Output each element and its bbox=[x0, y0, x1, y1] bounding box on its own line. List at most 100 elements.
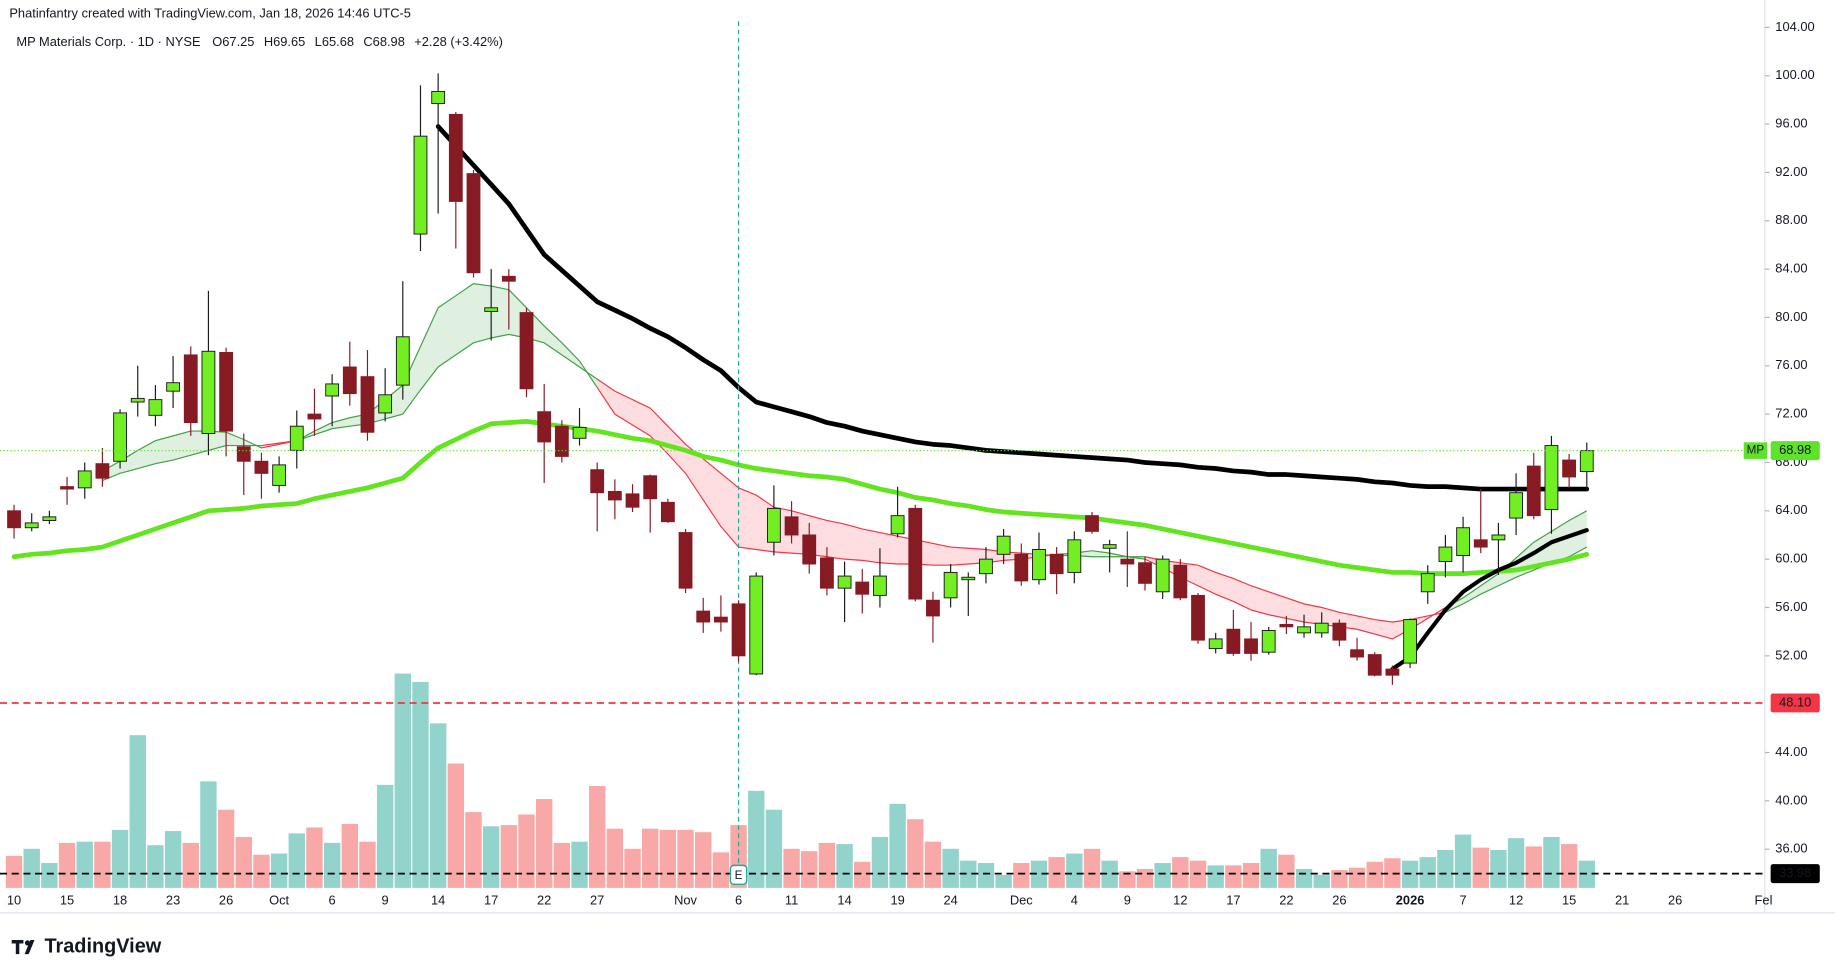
ribbon-fast bbox=[296, 282, 598, 442]
x-tick-label: 23 bbox=[166, 892, 180, 907]
x-tick-label: 26 bbox=[1332, 892, 1346, 907]
x-tick-label: 17 bbox=[1226, 892, 1240, 907]
volume-bar bbox=[129, 735, 146, 888]
x-tick-label: 18 bbox=[113, 892, 127, 907]
volume-bar bbox=[1384, 858, 1401, 888]
x-tick-label: Nov bbox=[674, 892, 697, 907]
candle-body bbox=[166, 382, 180, 392]
volume-bar bbox=[1525, 846, 1542, 888]
indicator-line bbox=[11, 419, 1590, 577]
candle-body bbox=[113, 412, 127, 462]
ribbon-slow bbox=[296, 333, 598, 442]
y-tick-label: 40.00 bbox=[1775, 792, 1807, 807]
candle-body bbox=[1420, 573, 1435, 593]
candle-body bbox=[307, 413, 322, 420]
candle-body bbox=[448, 113, 463, 202]
volume-bar bbox=[1048, 857, 1065, 888]
volume-bar bbox=[1172, 857, 1189, 888]
x-tick-label: 11 bbox=[785, 892, 798, 907]
volume-bar bbox=[217, 809, 235, 888]
x-tick-label: 14 bbox=[837, 892, 851, 907]
volume-bar bbox=[712, 852, 730, 888]
candle-body bbox=[1014, 553, 1029, 582]
volume-bar bbox=[1030, 860, 1048, 888]
volume-bar bbox=[147, 845, 164, 888]
volume-bar bbox=[571, 841, 588, 888]
candle-body bbox=[1173, 564, 1188, 599]
x-tick-label: Fel bbox=[1755, 892, 1773, 907]
volume-bar bbox=[1066, 853, 1083, 888]
volume-bar bbox=[94, 841, 111, 888]
x-tick-label: Oct bbox=[269, 892, 289, 907]
candle-body bbox=[24, 522, 39, 529]
logo-dot bbox=[24, 940, 31, 946]
volume-bar bbox=[1490, 849, 1507, 888]
volume-bar bbox=[801, 851, 818, 888]
y-tick-label: 92.00 bbox=[1775, 164, 1807, 179]
volume-bar bbox=[1419, 857, 1436, 888]
y-tick-label: 84.00 bbox=[1775, 260, 1807, 275]
attribution: Phatinfantry created with TradingView.co… bbox=[9, 6, 411, 21]
level-label-box bbox=[1770, 693, 1820, 713]
x-tick-label: 6 bbox=[329, 892, 336, 907]
volume-bar bbox=[553, 842, 571, 888]
candle-body bbox=[219, 352, 234, 432]
volume-bar bbox=[1154, 863, 1171, 888]
volume-bar bbox=[1348, 867, 1366, 888]
x-tick-label: 9 bbox=[1124, 892, 1131, 907]
x-tick-label: 26 bbox=[1668, 892, 1682, 907]
legend-change: +2.28 (+3.42%) bbox=[414, 34, 503, 49]
volume-bar bbox=[1101, 860, 1118, 888]
x-tick-label: 12 bbox=[1509, 892, 1523, 907]
volume-bar bbox=[376, 784, 394, 888]
volume-bar bbox=[58, 842, 76, 888]
ribbon-fill bbox=[597, 379, 1057, 566]
volume-bar bbox=[642, 828, 659, 888]
volume-bar bbox=[765, 809, 783, 888]
candle-body bbox=[1350, 649, 1364, 658]
candle-body bbox=[395, 336, 410, 386]
volume-bar bbox=[200, 781, 217, 888]
candle-body bbox=[590, 469, 605, 494]
volume-bar bbox=[695, 832, 712, 888]
volume-bar bbox=[76, 841, 93, 888]
volume-bar bbox=[1454, 834, 1472, 888]
volume-bar bbox=[677, 829, 694, 888]
candle-body bbox=[1279, 623, 1294, 628]
level-label: 48.10 bbox=[1779, 694, 1811, 709]
x-tick-label: 21 bbox=[1615, 892, 1629, 907]
candle-body bbox=[908, 507, 923, 600]
logo-icon bbox=[11, 939, 35, 955]
ribbon-fill bbox=[1145, 556, 1446, 639]
candle-body bbox=[890, 515, 905, 535]
legend: MP Materials Corp. · 1D · NYSE O67.25 H69… bbox=[16, 34, 503, 49]
candle-body bbox=[643, 475, 658, 500]
y-tick-label: 100.00 bbox=[1775, 67, 1814, 82]
candle-body bbox=[342, 366, 357, 395]
y-tick-label: 56.00 bbox=[1775, 599, 1807, 614]
x-tick-label: 24 bbox=[943, 892, 957, 907]
level-label: 33.98 bbox=[1779, 865, 1811, 880]
last-price-label: 68.98 bbox=[1779, 442, 1811, 457]
candle-body bbox=[607, 490, 622, 501]
candle-body bbox=[537, 411, 552, 443]
x-tick-label: 26 bbox=[219, 892, 233, 907]
volume-bar bbox=[907, 819, 924, 888]
candle-body bbox=[1297, 626, 1311, 634]
volume-bar bbox=[270, 853, 288, 888]
candle-body bbox=[466, 173, 481, 274]
candle-body bbox=[289, 425, 304, 451]
legend-close: C68.98 bbox=[363, 34, 404, 49]
candle-body bbox=[1191, 594, 1205, 641]
indicator-line bbox=[1390, 528, 1589, 672]
candle-body bbox=[873, 575, 887, 596]
volume-bar bbox=[341, 823, 358, 888]
volume-bar bbox=[518, 814, 535, 888]
candle-body bbox=[201, 350, 216, 434]
volume-bar bbox=[235, 836, 252, 888]
candle-body bbox=[837, 575, 852, 589]
candle-body bbox=[1456, 527, 1470, 556]
candle-body bbox=[1473, 539, 1488, 548]
volume-bar bbox=[1207, 865, 1224, 888]
candle-body bbox=[1385, 668, 1400, 676]
